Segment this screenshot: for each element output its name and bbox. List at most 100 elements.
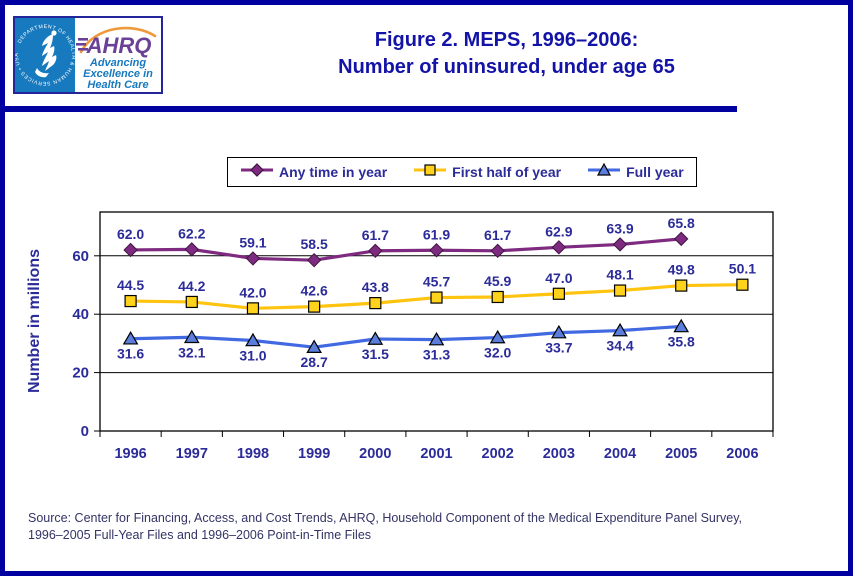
data-point-marker — [673, 318, 690, 333]
triangle-marker-icon — [587, 162, 621, 183]
eagle-icon — [35, 30, 57, 78]
data-label: 61.7 — [362, 227, 389, 243]
data-label: 49.8 — [668, 262, 695, 278]
series-line-diamond — [130, 237, 682, 262]
data-point-marker — [430, 291, 443, 304]
series-line-triangle — [130, 324, 682, 349]
data-label: 31.3 — [423, 347, 450, 363]
x-axis-label: 1999 — [298, 446, 330, 462]
data-point-marker — [674, 231, 689, 247]
x-axis-label: 2002 — [482, 446, 514, 462]
data-point-marker — [491, 290, 504, 304]
x-axis-label: 2004 — [604, 446, 636, 462]
data-point-marker — [489, 329, 506, 344]
x-axis-label: 1996 — [114, 446, 146, 462]
x-axis-label: 2006 — [726, 446, 758, 462]
data-label: 31.0 — [239, 347, 266, 363]
data-point-marker — [245, 251, 261, 266]
ahrq-logo: DEPARTMENT OF HEALTH & HUMAN SERVICES • … — [13, 16, 163, 94]
data-label: 45.9 — [484, 273, 511, 289]
y-axis-label: 60 — [72, 248, 89, 265]
x-axis-label: 1997 — [176, 446, 208, 462]
data-point-marker — [551, 324, 567, 339]
data-label: 50.1 — [729, 261, 756, 277]
tagline-line2: Excellence in — [83, 68, 153, 80]
source-note: Source: Center for Financing, Access, an… — [28, 510, 828, 544]
data-label: 32.0 — [484, 345, 511, 361]
data-label: 44.2 — [178, 278, 205, 294]
x-axis-label: 2003 — [543, 446, 575, 462]
ahrq-logo-graphic: DEPARTMENT OF HEALTH & HUMAN SERVICES • … — [15, 18, 161, 92]
data-label: 58.5 — [301, 236, 328, 252]
data-point-marker — [613, 284, 627, 297]
legend-label: Any time in year — [279, 164, 388, 180]
data-point-marker — [124, 294, 137, 308]
x-axis-label: 2001 — [420, 446, 452, 462]
chart-legend: Any time in year First half of year Full… — [227, 157, 697, 187]
data-label: 65.8 — [668, 215, 695, 231]
data-point-marker — [122, 331, 139, 345]
data-label: 48.1 — [606, 267, 633, 283]
data-point-marker — [612, 237, 628, 252]
data-point-marker — [367, 331, 384, 345]
line-chart: 0 20 40 60 1996 1997 1998 1999 2000 2001 2002 2003 2… — [72, 211, 774, 462]
y-axis-label: 0 — [81, 423, 89, 440]
data-point-marker — [185, 295, 198, 309]
diamond-legend-glyph — [241, 162, 273, 177]
ahrq-panel: AHRQ Advancing Excellence in Health Care — [75, 18, 161, 92]
data-label: 42.6 — [301, 283, 328, 299]
ahrq-speedlines-icon — [76, 38, 88, 51]
header-divider — [5, 106, 737, 112]
data-point-marker — [368, 243, 383, 259]
data-point-marker — [428, 331, 445, 346]
data-point-marker — [429, 243, 444, 258]
data-point-marker — [369, 297, 382, 310]
data-point-marker — [184, 242, 199, 257]
square-marker-icon — [413, 162, 447, 183]
figure-title: Figure 2. MEPS, 1996–2006: Number of uni… — [165, 27, 848, 81]
data-label: 62.2 — [178, 225, 205, 241]
y-axis-label: 20 — [72, 365, 89, 382]
slide-content: DEPARTMENT OF HEALTH & HUMAN SERVICES • … — [5, 5, 848, 571]
tagline-line1: Advancing — [89, 57, 147, 69]
data-label: 63.9 — [606, 220, 633, 236]
y-axis-title: Number in millions — [26, 248, 43, 394]
data-point-marker — [123, 242, 138, 258]
legend-label: Full year — [626, 164, 684, 180]
data-point-marker — [612, 322, 628, 337]
data-label: 62.0 — [117, 226, 144, 242]
data-point-marker — [675, 279, 688, 292]
data-point-marker — [306, 252, 322, 268]
data-point-marker — [246, 302, 260, 315]
legend-label: First half of year — [452, 164, 562, 180]
plot-border — [99, 211, 774, 432]
data-label: 31.6 — [117, 346, 144, 362]
triangle-legend-glyph — [588, 162, 621, 176]
legend-item-first-half: First half of year — [413, 162, 561, 183]
data-label: 35.8 — [668, 333, 695, 349]
data-label: 43.8 — [362, 279, 389, 295]
data-point-marker — [551, 240, 567, 255]
x-axis-label: 2005 — [665, 446, 697, 462]
data-label: 47.0 — [545, 270, 572, 286]
x-axis-label: 2000 — [359, 446, 391, 462]
tagline-line3: Health Care — [87, 79, 148, 91]
data-label: 42.0 — [239, 284, 266, 300]
source-line2: 1996–2005 Full-Year Files and 1996–2006 … — [28, 528, 372, 542]
diamond-marker-icon — [240, 162, 274, 183]
data-point-marker — [183, 329, 200, 344]
data-label: 61.7 — [484, 227, 511, 243]
data-point-marker — [308, 300, 321, 313]
x-axis-label: 1998 — [237, 446, 269, 462]
hhs-seal: DEPARTMENT OF HEALTH & HUMAN SERVICES • … — [15, 18, 75, 92]
legend-item-full-year: Full year — [587, 162, 684, 183]
data-label: 62.9 — [545, 223, 572, 239]
data-label: 34.4 — [606, 338, 633, 354]
source-line1: Source: Center for Financing, Access, an… — [28, 511, 743, 525]
data-label: 28.7 — [301, 354, 328, 370]
data-point-marker — [306, 339, 322, 353]
data-label: 45.7 — [423, 274, 450, 290]
data-label: 31.5 — [362, 346, 389, 362]
data-label: 59.1 — [239, 234, 266, 250]
